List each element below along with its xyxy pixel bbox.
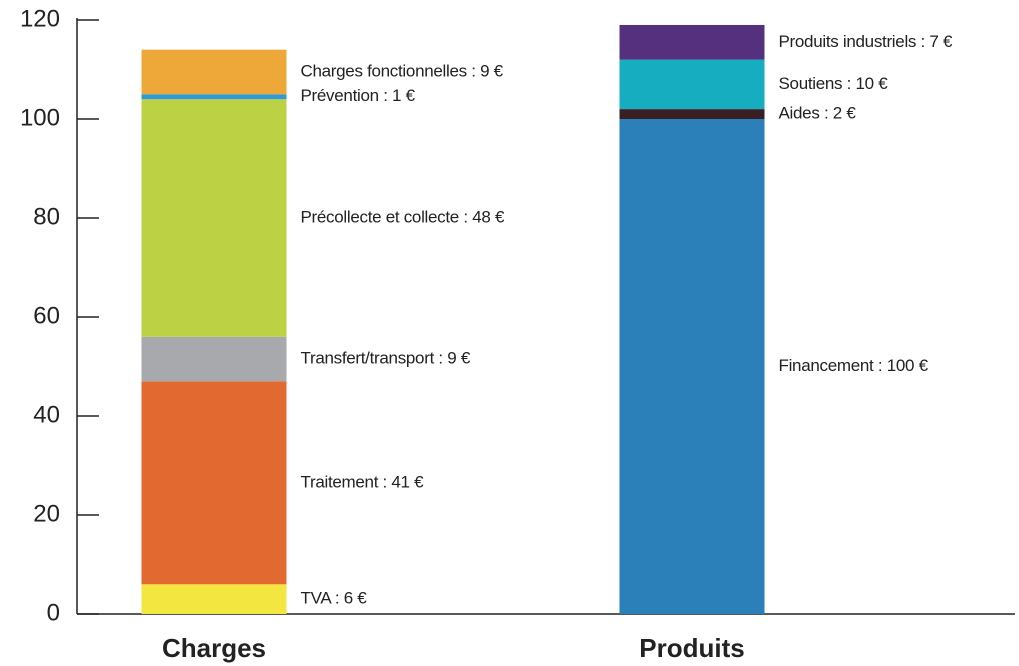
- bar-segment: [141, 381, 287, 585]
- bar-segment: [141, 99, 287, 337]
- x-tick-label: Charges: [162, 633, 266, 663]
- segment-label: Produits industriels : 7 €: [779, 32, 953, 51]
- bar-segment: [619, 24, 765, 60]
- segment-label: TVA : 6 €: [301, 589, 368, 608]
- segment-label: Financement : 100 €: [779, 356, 929, 375]
- bar-segment: [619, 109, 765, 119]
- segment-label: Soutiens : 10 €: [779, 74, 889, 93]
- bar-segment: [141, 94, 287, 100]
- y-tick-label: 80: [33, 203, 60, 230]
- segment-label: Prévention : 1 €: [301, 86, 416, 105]
- y-tick-label: 0: [47, 599, 60, 626]
- bar-segment: [141, 336, 287, 382]
- x-tick-label: Produits: [639, 633, 744, 663]
- y-tick-label: 100: [20, 104, 60, 131]
- y-tick-label: 20: [33, 500, 60, 527]
- segment-label: Précollecte et collecte : 48 €: [301, 207, 505, 226]
- bar-segment: [141, 49, 287, 95]
- segment-label: Charges fonctionnelles : 9 €: [301, 61, 504, 80]
- bar-segment: [619, 119, 765, 614]
- bar-segment: [619, 59, 765, 110]
- segment-label: Transfert/transport : 9 €: [301, 349, 471, 368]
- y-tick-label: 120: [20, 5, 60, 32]
- bar-segment: [141, 584, 287, 614]
- y-tick-label: 60: [33, 302, 60, 329]
- segment-label: Aides : 2 €: [779, 104, 857, 123]
- segment-label: Traitement : 41 €: [301, 472, 425, 491]
- y-tick-label: 40: [33, 401, 60, 428]
